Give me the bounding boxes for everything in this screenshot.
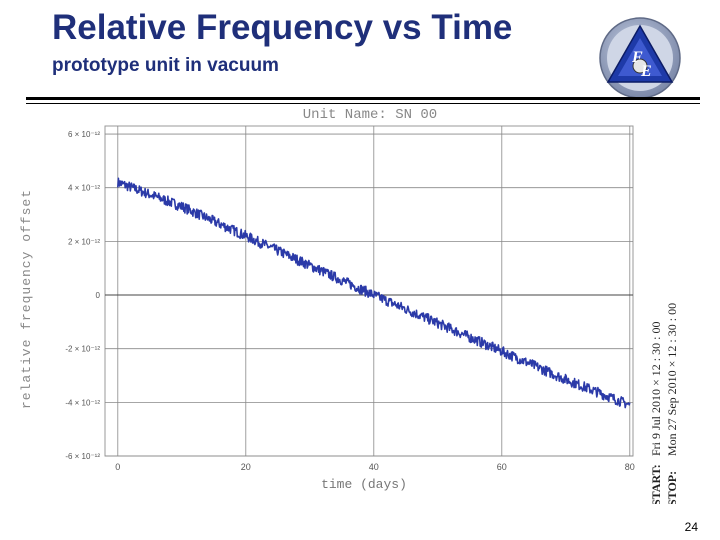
x-axis-label: time (days) xyxy=(321,477,407,492)
svg-text:F: F xyxy=(631,49,643,66)
slide-title: Relative Frequency vs Time xyxy=(52,8,513,47)
stop-value: Mon 27 Sep 2010 × 12 : 30 : 00 xyxy=(665,303,679,456)
y-tick-label: -2 × 10⁻¹² xyxy=(65,345,100,354)
x-tick-label: 80 xyxy=(625,462,635,472)
slide-subtitle: prototype unit in vacuum xyxy=(52,55,279,76)
y-tick-label: 6 × 10⁻¹² xyxy=(68,130,100,139)
svg-text:E: E xyxy=(640,63,652,80)
x-tick-label: 40 xyxy=(369,462,379,472)
series-line xyxy=(117,177,631,409)
x-tick-label: 0 xyxy=(115,462,120,472)
header-divider xyxy=(26,97,700,100)
start-label: START: xyxy=(649,464,663,504)
chart-title: Unit Name: SN 00 xyxy=(303,107,437,123)
y-tick-label: 2 × 10⁻¹² xyxy=(68,237,100,246)
start-value: Fri 9 Jul 2010 × 12 : 30 : 00 xyxy=(649,322,663,456)
y-tick-label: -4 × 10⁻¹² xyxy=(65,398,100,407)
fe-logo-icon: F E xyxy=(599,17,681,99)
frequency-chart: Unit Name: SN 00 relative frequency offs… xyxy=(19,107,679,504)
stop-label: STOP: xyxy=(665,471,679,504)
x-tick-label: 20 xyxy=(241,462,251,472)
y-tick-label: 4 × 10⁻¹² xyxy=(68,184,100,193)
y-axis-label: relative frequency offset xyxy=(19,189,34,409)
slide-number: 24 xyxy=(684,520,698,534)
y-tick-label: 0 xyxy=(96,291,101,300)
x-tick-label: 60 xyxy=(497,462,507,472)
y-tick-label: -6 × 10⁻¹² xyxy=(65,452,100,461)
header-divider-thin xyxy=(26,103,700,104)
